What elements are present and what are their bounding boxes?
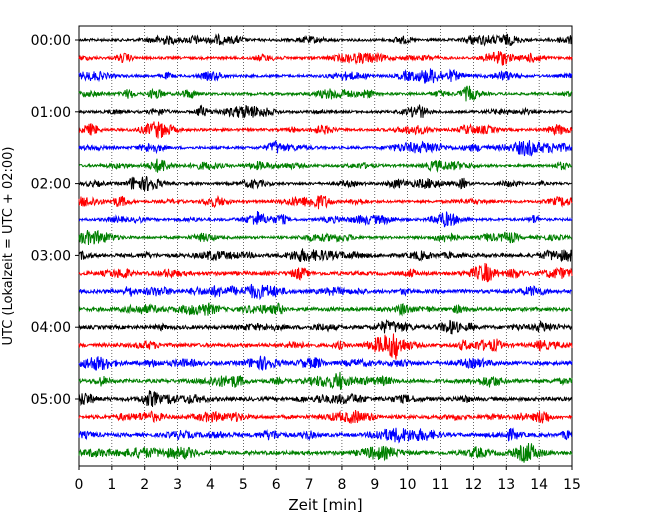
seismic-trace [78, 140, 573, 157]
seismic-trace [78, 229, 573, 245]
seismic-trace [78, 302, 573, 317]
seismic-trace [78, 51, 573, 66]
x-axis-label: Zeit [min] [288, 496, 362, 514]
seismic-trace [78, 283, 573, 301]
grid-lines [111, 26, 540, 466]
seismic-trace [78, 355, 573, 371]
seismic-trace [78, 210, 573, 228]
seismic-trace [78, 104, 573, 119]
y-tick-label: 02:00 [31, 177, 71, 193]
seismic-trace [78, 333, 573, 360]
x-tick-label: 4 [206, 477, 215, 493]
seismic-trace [78, 371, 573, 390]
x-tick-label: 3 [173, 477, 182, 493]
seismic-trace [78, 158, 573, 173]
seismic-trace [78, 443, 573, 463]
seismic-trace [78, 175, 573, 192]
plot-area [78, 25, 573, 467]
seismic-trace [78, 390, 573, 407]
seismic-trace [78, 427, 573, 444]
y-axis-label: UTC (Lokalzeit = UTC + 02:00) [1, 147, 16, 346]
seismic-trace [78, 194, 573, 210]
seismic-trace [78, 85, 573, 102]
trace-group [78, 32, 573, 463]
x-tick-label: 2 [140, 477, 149, 493]
x-tick-label: 10 [399, 477, 417, 493]
x-tick-label: 6 [272, 477, 281, 493]
x-tick-label: 12 [464, 477, 482, 493]
x-tick-label: 15 [563, 477, 581, 493]
seismic-trace [78, 262, 573, 283]
seismic-trace [78, 318, 573, 335]
x-tick-label: 1 [107, 477, 116, 493]
x-axis: 0 1 2 3 4 5 6 7 8 9 10 11 12 13 14 15 [75, 466, 581, 493]
x-tick-label: 11 [432, 477, 450, 493]
y-axis: 00:00 01:00 02:00 03:00 04:00 05:00 [31, 33, 79, 408]
seismic-trace [78, 68, 573, 84]
y-tick-label: 05:00 [31, 392, 71, 408]
x-tick-label: 9 [370, 477, 379, 493]
y-tick-label: 00:00 [31, 33, 71, 49]
x-tick-label: 0 [75, 477, 84, 493]
x-tick-label: 5 [239, 477, 248, 493]
x-tick-label: 8 [337, 477, 346, 493]
seismic-trace [78, 409, 573, 424]
y-tick-label: 04:00 [31, 320, 71, 336]
x-tick-label: 7 [305, 477, 314, 493]
y-tick-label: 03:00 [31, 248, 71, 264]
seismic-trace [78, 121, 573, 139]
x-tick-label: 14 [530, 477, 548, 493]
seismic-trace [78, 248, 573, 263]
x-tick-label: 13 [497, 477, 515, 493]
seismic-trace [78, 32, 573, 47]
y-tick-label: 01:00 [31, 105, 71, 121]
